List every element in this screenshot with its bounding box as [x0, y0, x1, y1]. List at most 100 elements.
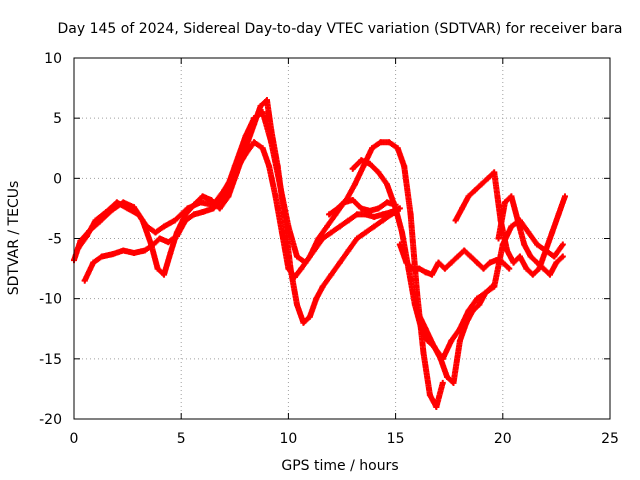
data-point — [461, 247, 468, 254]
data-point — [323, 223, 330, 230]
data-point — [362, 229, 369, 236]
data-point — [399, 229, 406, 236]
data-point — [336, 223, 343, 230]
chart-title: Day 145 of 2024, Sidereal Day-to-day VTE… — [57, 21, 622, 37]
data-point — [165, 239, 172, 246]
data-point — [420, 349, 427, 356]
data-point — [300, 319, 307, 326]
data-point — [422, 325, 429, 332]
data-point — [354, 235, 361, 242]
data-point — [371, 213, 378, 220]
data-point — [313, 295, 320, 302]
data-point — [272, 193, 279, 200]
data-point — [278, 229, 285, 236]
satellite-track-6 — [396, 241, 513, 278]
data-point — [540, 265, 547, 272]
data-point — [216, 205, 223, 212]
data-point — [371, 223, 378, 230]
data-point — [559, 241, 566, 248]
data-point — [534, 241, 541, 248]
data-point — [156, 235, 163, 242]
data-point — [334, 205, 341, 212]
data-point — [263, 97, 270, 104]
data-point — [210, 205, 217, 212]
y-axis-label: SDTVAR / TECUs — [6, 181, 22, 296]
data-point — [521, 241, 528, 248]
x-axis-label: GPS time / hours — [281, 458, 398, 474]
data-point — [559, 253, 566, 260]
y-tick-label: -10 — [39, 292, 62, 308]
data-point — [386, 139, 393, 146]
data-point — [452, 217, 459, 224]
data-point — [534, 259, 541, 266]
data-point — [465, 193, 472, 200]
data-point — [154, 265, 161, 272]
data-point — [92, 217, 99, 224]
data-point — [131, 249, 138, 256]
data-point — [293, 301, 300, 308]
data-point — [551, 253, 558, 260]
data-point — [499, 241, 506, 248]
x-tick-label: 15 — [387, 431, 405, 447]
data-point — [81, 277, 88, 284]
data-point — [456, 337, 463, 344]
data-point — [161, 223, 168, 230]
data-point — [504, 247, 511, 254]
data-point — [369, 145, 376, 152]
y-tick-label: -15 — [39, 352, 62, 368]
x-tick-label: 0 — [70, 431, 79, 447]
data-point — [182, 217, 189, 224]
data-point — [426, 391, 433, 398]
x-tick-labels: 0 5 10 15 20 25 — [70, 431, 619, 447]
data-point — [448, 259, 455, 266]
data-point — [429, 271, 436, 278]
data-point — [173, 233, 180, 240]
data-point — [508, 223, 515, 230]
data-point — [199, 209, 206, 216]
data-point — [379, 217, 386, 224]
data-point — [525, 229, 532, 236]
data-point — [242, 133, 249, 140]
data-point — [298, 265, 305, 272]
data-point — [375, 169, 382, 176]
data-point — [491, 283, 498, 290]
data-point — [150, 241, 157, 248]
data-point — [435, 259, 442, 266]
data-point — [555, 211, 562, 218]
data-point — [416, 265, 423, 272]
data-point — [527, 253, 534, 260]
data-point — [113, 199, 120, 206]
data-point — [109, 251, 116, 258]
data-point — [392, 205, 399, 212]
data-point — [484, 175, 491, 182]
data-point — [259, 145, 266, 152]
data-point — [362, 211, 369, 218]
data-point — [319, 283, 326, 290]
data-point — [83, 233, 90, 240]
data-point — [143, 223, 150, 230]
y-tick-label: -5 — [48, 232, 62, 248]
data-point — [510, 259, 517, 266]
series-layer — [71, 97, 568, 410]
data-point — [516, 253, 523, 260]
data-point — [379, 211, 386, 218]
data-point — [409, 265, 416, 272]
data-point — [90, 259, 97, 266]
data-point — [336, 259, 343, 266]
data-point — [171, 217, 178, 224]
data-point — [366, 160, 373, 167]
data-point — [403, 259, 410, 266]
data-point — [319, 235, 326, 242]
data-point — [358, 205, 365, 212]
data-point — [124, 205, 131, 212]
data-point — [476, 301, 483, 308]
data-point — [328, 229, 335, 236]
data-point — [221, 193, 228, 200]
data-point — [167, 249, 174, 256]
data-point — [349, 165, 356, 172]
data-point — [482, 289, 489, 296]
data-point — [375, 205, 382, 212]
data-point — [474, 295, 481, 302]
data-point — [553, 259, 560, 266]
